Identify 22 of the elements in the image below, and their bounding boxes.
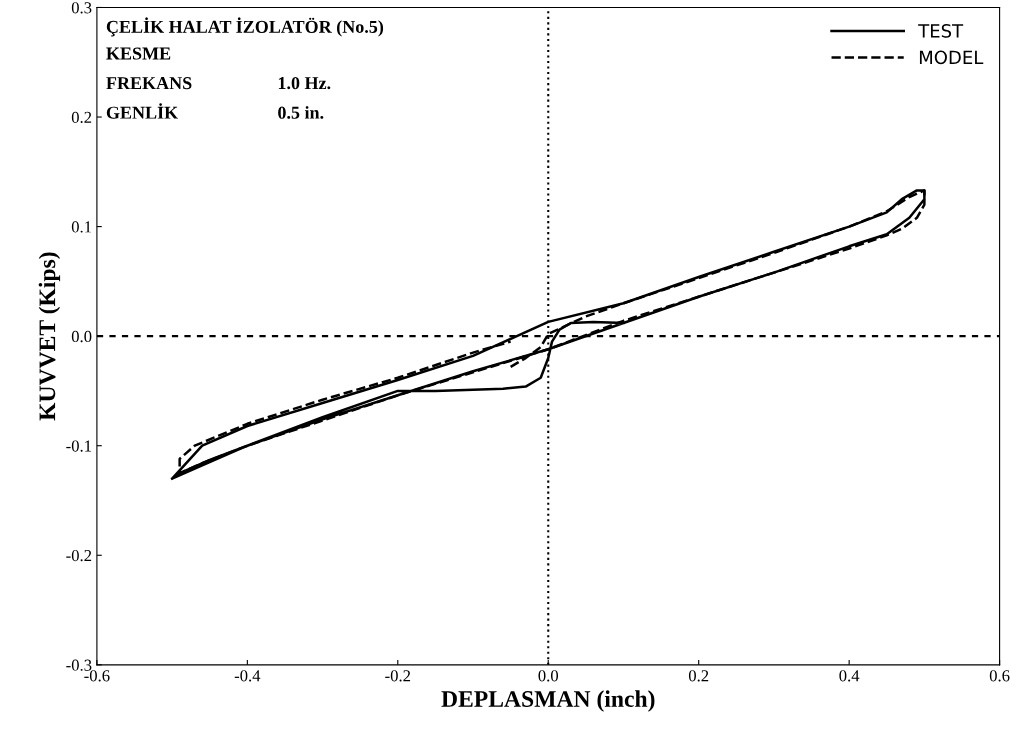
- y-tick-label: -0.2: [66, 549, 92, 562]
- y-tick-label: -0.1: [66, 440, 92, 452]
- text: GENLİK 0.5 in.: [106, 103, 324, 119]
- annotation: KESME: [106, 47, 171, 60]
- x-tick-label: -0.4: [234, 670, 261, 682]
- legend-label: MODEL: [919, 50, 984, 65]
- text: FREKANS 1.0 Hz.: [106, 77, 331, 90]
- y-tick-label: 0.2: [71, 111, 92, 124]
- x-tick-label: 0.2: [688, 670, 709, 682]
- annotation: ÇELİK HALAT İZOLATÖR (No.5): [106, 17, 384, 37]
- x-tick-label: 0.6: [989, 670, 1010, 682]
- x-tick-label: -0.2: [385, 670, 411, 682]
- x-tick-label: 0.0: [538, 670, 559, 682]
- y-tick-label: 0.0: [71, 330, 92, 343]
- x-tick-label: 0.4: [839, 670, 860, 682]
- y-axis-title: KUVVET (Kips): [38, 252, 61, 421]
- y-tick-label: -0.3: [66, 659, 92, 671]
- y-tick-label: 0.1: [71, 221, 92, 233]
- legend-label: TEST: [918, 24, 964, 38]
- x-tick-label: -0.6: [84, 670, 110, 682]
- y-tick-label: 0.3: [71, 2, 92, 14]
- x-axis-title: DEPLASMAN (inch): [441, 690, 655, 712]
